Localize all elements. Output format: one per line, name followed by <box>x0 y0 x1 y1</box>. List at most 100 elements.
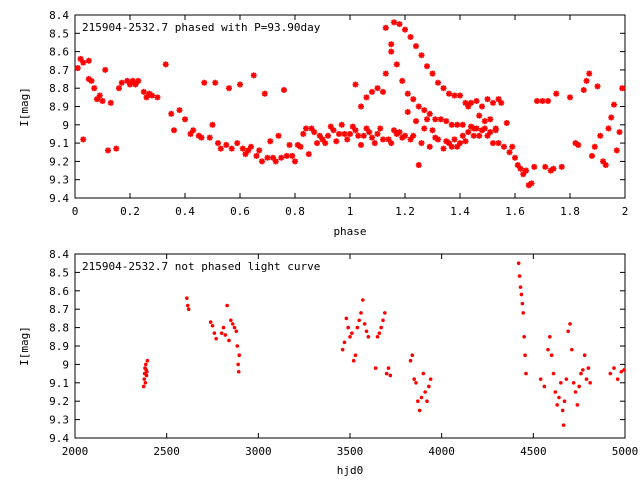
data-point <box>421 371 426 376</box>
data-point <box>404 108 411 115</box>
data-point <box>542 384 547 389</box>
data-point <box>410 96 417 103</box>
data-point <box>341 130 348 137</box>
data-point <box>426 143 433 150</box>
data-point <box>407 136 414 143</box>
data-point <box>451 136 458 143</box>
y-tick-label: 8.8 <box>49 322 69 335</box>
x-tick-label: 3500 <box>337 445 364 458</box>
data-point <box>421 125 428 132</box>
y-tick-label: 9 <box>62 119 69 132</box>
data-point <box>388 140 395 147</box>
x-tick-label: 1.8 <box>560 205 580 218</box>
data-point <box>591 143 598 150</box>
data-point <box>91 85 98 92</box>
data-point <box>522 335 526 339</box>
data-point <box>612 366 616 370</box>
data-point <box>521 311 526 315</box>
y-tick-label: 8.8 <box>49 82 69 95</box>
data-point <box>557 395 561 400</box>
data-point <box>381 318 385 323</box>
data-point <box>553 390 558 394</box>
y-tick-label: 8.7 <box>49 303 69 316</box>
data-point <box>185 303 190 308</box>
data-point <box>360 132 367 139</box>
data-point <box>412 377 416 381</box>
data-point <box>384 371 389 376</box>
data-point <box>225 303 229 308</box>
data-point <box>124 77 131 84</box>
data-point <box>558 163 565 170</box>
data-point <box>154 94 161 101</box>
data-point <box>622 368 626 372</box>
data-point <box>259 158 265 165</box>
data-point <box>369 134 375 141</box>
data-point <box>135 77 142 84</box>
data-point <box>355 132 362 139</box>
data-point <box>352 81 359 88</box>
data-point <box>575 403 580 407</box>
y-tick-label: 9.3 <box>49 414 69 427</box>
data-point <box>344 316 349 321</box>
data-point <box>234 329 239 334</box>
data-point <box>292 158 298 165</box>
x-tick-label: 1.2 <box>395 205 415 218</box>
data-point <box>253 152 260 159</box>
data-point <box>470 125 477 132</box>
data-point <box>417 408 422 413</box>
data-point <box>613 147 620 154</box>
data-point <box>330 127 337 134</box>
data-point <box>416 399 420 404</box>
data-point <box>429 70 436 77</box>
data-point <box>333 138 340 145</box>
data-point <box>501 143 507 150</box>
data-point <box>353 353 358 358</box>
data-point <box>495 96 502 103</box>
data-point <box>232 325 237 330</box>
data-point <box>524 371 528 376</box>
data-point <box>340 347 345 352</box>
data-point <box>454 143 461 150</box>
data-point <box>457 92 463 99</box>
data-point <box>579 371 583 376</box>
data-point <box>425 399 429 404</box>
y-tick-label: 9.4 <box>49 192 69 205</box>
data-point <box>459 121 466 128</box>
data-point <box>562 399 567 404</box>
data-point <box>462 138 469 145</box>
data-point <box>575 141 582 148</box>
data-point <box>407 33 414 40</box>
data-point <box>171 127 177 134</box>
y-axis-label: I[mag] <box>18 87 31 127</box>
data-point <box>261 90 268 97</box>
data-point <box>256 147 263 154</box>
data-point <box>518 285 523 289</box>
data-point <box>490 99 496 106</box>
data-point <box>359 311 363 315</box>
x-tick-label: 2500 <box>153 445 180 458</box>
data-point <box>342 340 347 345</box>
data-point <box>382 70 389 77</box>
data-point <box>227 338 231 343</box>
data-point <box>559 381 563 385</box>
data-point <box>549 353 554 358</box>
data-point <box>454 121 461 128</box>
data-point <box>382 24 389 31</box>
data-point <box>597 132 604 139</box>
data-point <box>571 381 576 385</box>
data-point <box>314 140 320 147</box>
data-point <box>509 143 516 150</box>
data-point <box>419 395 424 400</box>
data-point <box>346 325 350 330</box>
data-point <box>80 136 87 143</box>
data-point <box>468 99 474 106</box>
data-point <box>236 369 241 374</box>
y-axis-label: I[mag] <box>18 326 31 366</box>
unphased-light-curve-panel: 215904-2532.7 not phased light curve hjd… <box>18 248 638 477</box>
data-point <box>186 307 191 312</box>
data-point <box>487 129 494 136</box>
data-point <box>230 322 235 326</box>
data-point <box>393 61 400 68</box>
data-point <box>528 180 535 187</box>
data-point <box>517 274 522 278</box>
